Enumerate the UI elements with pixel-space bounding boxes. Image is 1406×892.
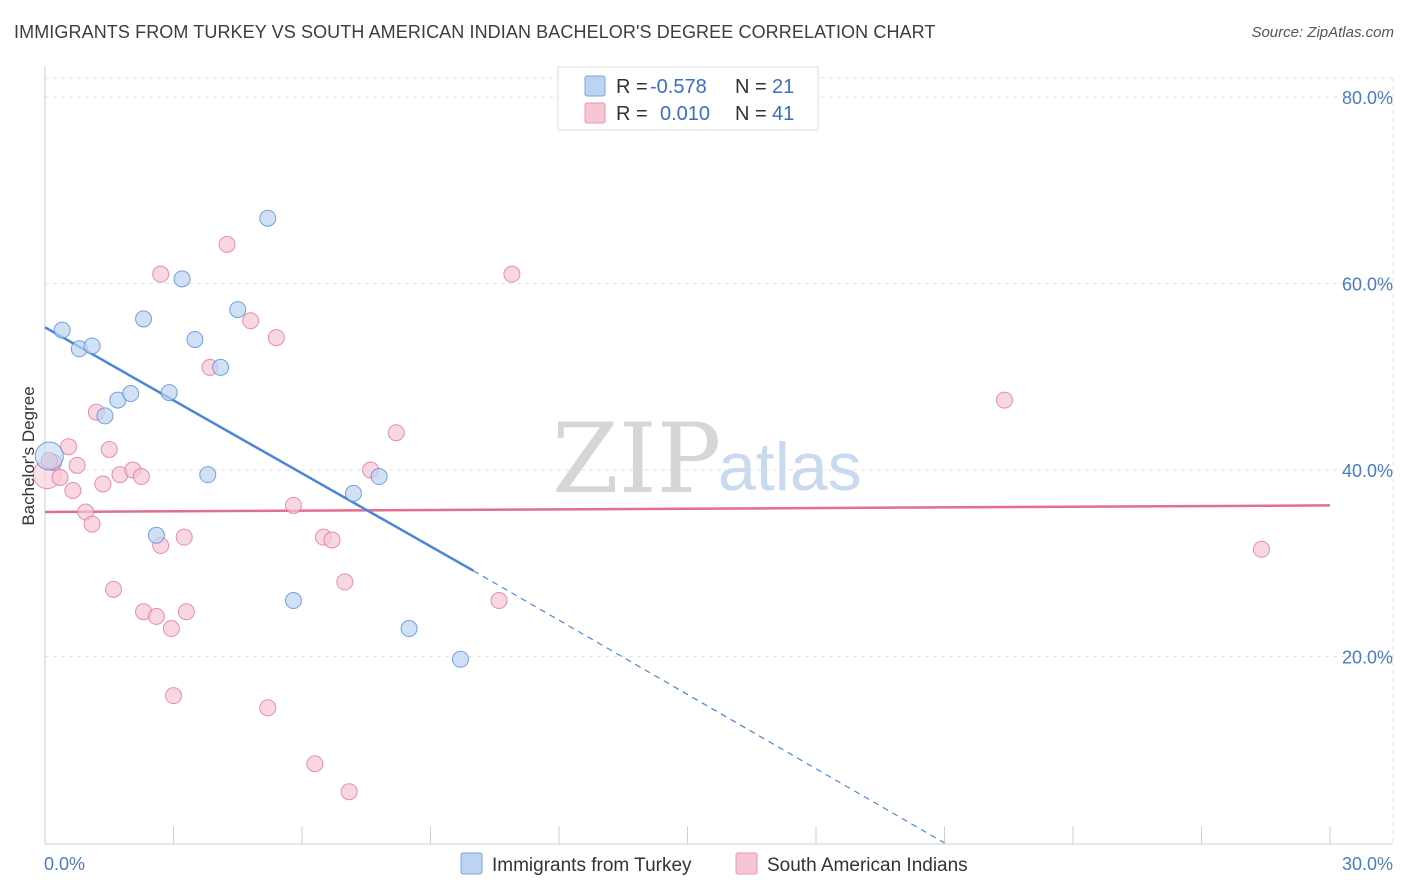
- point-south-american-indians: [259, 699, 277, 717]
- point-immigrants-from-turkey: [83, 337, 101, 355]
- point-south-american-indians: [336, 573, 354, 591]
- chart-title: IMMIGRANTS FROM TURKEY VS SOUTH AMERICAN…: [14, 22, 936, 42]
- source-credit: Source: ZipAtlas.com: [1251, 24, 1394, 41]
- legend-label-south-american-indians: South American Indians: [767, 855, 968, 876]
- data-points: [32, 209, 1270, 801]
- point-south-american-indians: [218, 235, 236, 253]
- watermark: ZIP atlas: [552, 403, 862, 515]
- point-south-american-indians: [100, 440, 118, 458]
- point-immigrants-from-turkey: [344, 484, 362, 502]
- point-south-american-indians: [60, 438, 78, 456]
- y-tick-label: 40.0%: [1342, 461, 1393, 481]
- point-immigrants-from-turkey: [259, 209, 277, 227]
- point-south-american-indians: [147, 607, 165, 625]
- point-south-american-indians: [162, 620, 180, 638]
- y-tick-label: 80.0%: [1342, 88, 1393, 108]
- point-immigrants-from-turkey: [173, 270, 191, 288]
- point-immigrants-from-turkey: [96, 407, 114, 425]
- point-south-american-indians: [83, 515, 101, 533]
- legend-r-value-1: -0.578: [650, 76, 707, 98]
- legend-r-value-2: 0.010: [660, 103, 710, 125]
- point-south-american-indians: [51, 468, 69, 486]
- legend-swatch-turkey: [584, 75, 606, 97]
- legend-n-value-2: 41: [772, 103, 794, 125]
- point-immigrants-from-turkey: [212, 358, 230, 376]
- point-south-american-indians: [340, 783, 358, 801]
- watermark-zip: ZIP: [552, 403, 721, 515]
- point-south-american-indians: [323, 531, 341, 549]
- point-immigrants-from-turkey: [451, 650, 469, 668]
- point-south-american-indians: [177, 603, 195, 621]
- point-immigrants-from-turkey: [53, 321, 71, 339]
- point-south-american-indians: [995, 391, 1013, 409]
- trend-line-immigrants-from-turkey: [44, 326, 474, 572]
- x-tick-label: 0.0%: [44, 854, 85, 874]
- point-south-american-indians: [175, 528, 193, 546]
- point-immigrants-from-turkey: [284, 592, 302, 610]
- legend-swatch-south-american: [584, 102, 606, 124]
- legend-n-label-2: N =: [735, 103, 767, 125]
- point-south-american-indians: [284, 496, 302, 514]
- legend-n-value-1: 21: [772, 76, 794, 98]
- tick-labels: 20.0% 40.0% 60.0% 80.0% 0.0% 30.0%: [44, 88, 1393, 874]
- point-immigrants-from-turkey: [147, 526, 165, 544]
- legend-r-label-2: R =: [616, 103, 648, 125]
- point-south-american-indians: [503, 265, 521, 283]
- trend-lines: [44, 326, 1331, 844]
- y-tick-label: 20.0%: [1342, 648, 1393, 668]
- point-south-american-indians: [132, 468, 150, 486]
- x-tick-label: 30.0%: [1342, 854, 1393, 874]
- point-south-american-indians: [242, 312, 260, 330]
- legend-swatch-immigrants-from-turkey: [460, 852, 483, 875]
- legend-label-immigrants-from-turkey: Immigrants from Turkey: [492, 855, 692, 876]
- point-immigrants-from-turkey: [135, 310, 153, 328]
- y-tick-label: 60.0%: [1342, 275, 1393, 295]
- point-south-american-indians: [68, 456, 86, 474]
- point-south-american-indians: [490, 592, 508, 610]
- point-immigrants-from-turkey: [186, 330, 204, 348]
- point-south-american-indians: [152, 265, 170, 283]
- point-immigrants-from-turkey: [229, 301, 247, 319]
- point-immigrants-from-turkey: [122, 385, 140, 403]
- point-immigrants-from-turkey: [34, 441, 64, 471]
- point-immigrants-from-turkey: [160, 384, 178, 402]
- point-south-american-indians: [387, 424, 405, 442]
- legend-swatch-south-american-indians: [735, 852, 758, 875]
- correlation-legend: R = -0.578 N = 21 R = 0.010 N = 41: [557, 66, 819, 131]
- point-south-american-indians: [165, 687, 182, 705]
- trend-line-south-american-indians: [44, 504, 1331, 514]
- point-immigrants-from-turkey: [400, 620, 418, 638]
- series-legend: Immigrants from Turkey South American In…: [460, 852, 968, 876]
- point-south-american-indians: [267, 329, 285, 347]
- point-south-american-indians: [94, 475, 112, 493]
- point-south-american-indians: [64, 482, 82, 500]
- point-south-american-indians: [105, 580, 123, 598]
- y-axis-label: Bachelor's Degree: [19, 386, 38, 525]
- point-south-american-indians: [1252, 540, 1270, 558]
- trend-line-extension: [473, 570, 945, 844]
- point-immigrants-from-turkey: [199, 466, 217, 484]
- point-south-american-indians: [306, 755, 324, 773]
- watermark-atlas: atlas: [718, 429, 862, 505]
- legend-n-label-1: N =: [735, 76, 767, 98]
- point-immigrants-from-turkey: [370, 468, 388, 486]
- legend-r-label-1: R =: [616, 76, 648, 98]
